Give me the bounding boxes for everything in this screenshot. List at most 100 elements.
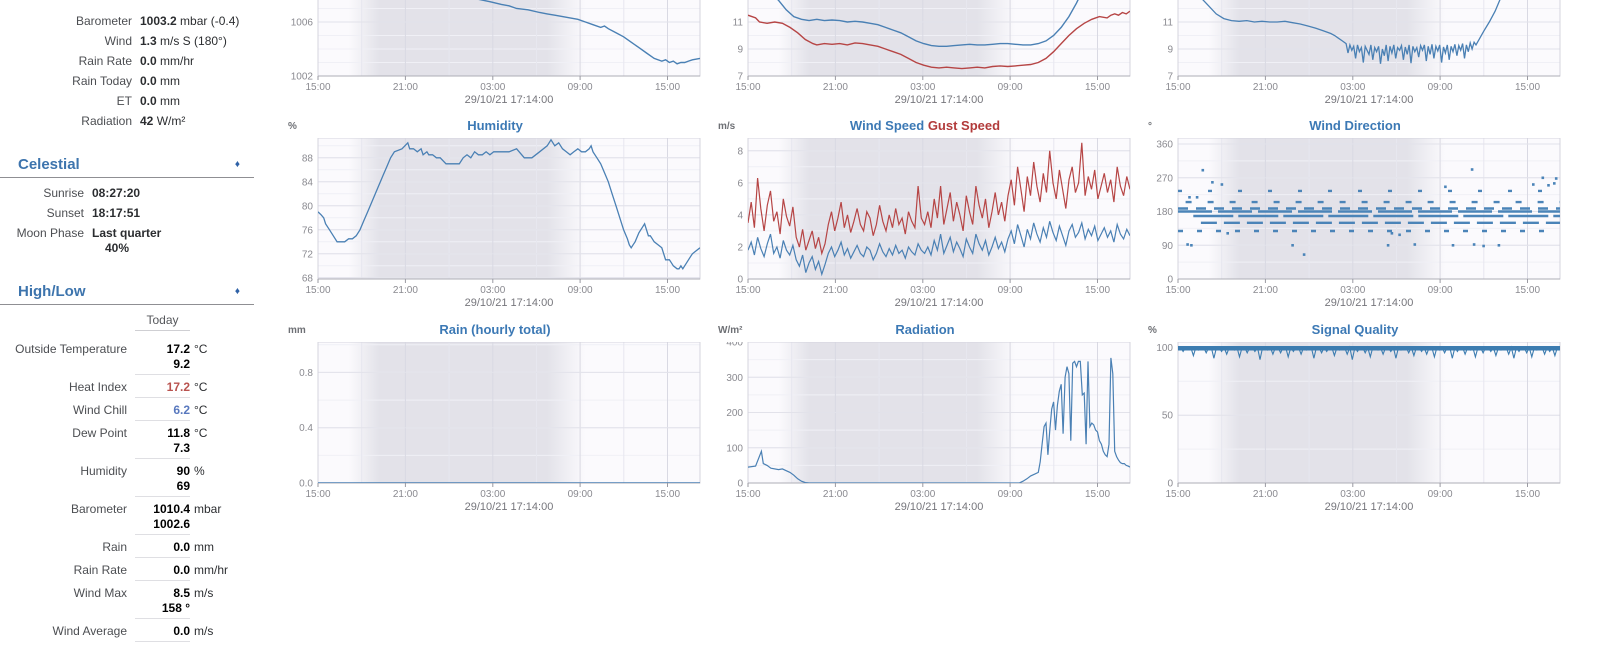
chart-timestamp: 29/10/21 17:14:00: [894, 501, 984, 513]
stat-row: Rain Rate 0.0 mm/hr: [0, 52, 258, 72]
svg-text:03:00: 03:00: [480, 489, 505, 500]
stat-label: Wind Max: [73, 586, 127, 600]
stat-row: Sunrise 08:27:20: [0, 184, 258, 204]
svg-text:03:00: 03:00: [910, 82, 935, 93]
stat-row: Rain Today 0.0 mm: [0, 72, 258, 92]
svg-text:76: 76: [302, 225, 314, 236]
svg-text:11: 11: [733, 18, 744, 29]
stat-row: Sunset 18:17:51: [0, 204, 258, 224]
svg-text:400: 400: [726, 342, 743, 349]
stat-value: 0.0: [135, 563, 190, 581]
chart-unit-label: %: [1148, 325, 1157, 336]
svg-text:84: 84: [302, 177, 314, 188]
chart-header: % Humidity: [282, 114, 708, 138]
stat-unit: m/s: [194, 586, 214, 600]
svg-text:0: 0: [1167, 479, 1173, 490]
svg-text:09:00: 09:00: [1428, 489, 1453, 500]
chart-canvas: 0.80.40.015:00 21:00 03:00 09:00 15:00: [299, 342, 701, 500]
chart-title: Radiation: [895, 322, 955, 337]
stat-value: 0.0 mm: [140, 74, 181, 88]
chart-wind-chill-top: 11 9 7 15:00 21:00 03:00 09:00 15:00 29/10/21 17…: [1142, 0, 1568, 106]
sidebar: Barometer 1003.2 mbar (-0.4) Wind 1.3 m/s S…: [0, 0, 258, 645]
svg-text:21:00: 21:00: [1253, 82, 1278, 93]
svg-text:15:00: 15:00: [1515, 489, 1540, 500]
stat-label: Heat Index: [68, 380, 127, 394]
stat-row: Wind 1.3 m/s S (180°): [0, 32, 258, 52]
svg-text:68: 68: [302, 273, 314, 284]
stat-row: Barometer 1003.2 mbar (-0.4): [0, 12, 258, 32]
stat-row: Rain 0.0 mm: [0, 538, 258, 561]
svg-text:03:00: 03:00: [480, 82, 505, 93]
svg-text:03:00: 03:00: [910, 285, 935, 296]
stat-label: Wind Average: [52, 624, 128, 638]
stat-label: Outside Temperature: [15, 342, 127, 356]
chart-unit-label: W/m²: [718, 325, 743, 336]
svg-text:9: 9: [737, 45, 743, 56]
stat-unit: %: [194, 464, 205, 478]
svg-text:8: 8: [737, 146, 743, 157]
collapse-diamond-icon[interactable]: ♦: [234, 285, 240, 297]
svg-text:15:00: 15:00: [735, 285, 760, 296]
stat-row: Dew Point 11.8 7.3 °C: [0, 424, 258, 462]
svg-text:21:00: 21:00: [1253, 285, 1278, 296]
svg-text:09:00: 09:00: [998, 489, 1023, 500]
chart-title: Signal Quality: [1311, 322, 1399, 337]
stat-value: 18:17:51: [92, 206, 141, 220]
highlow-section-header[interactable]: High/Low ♦: [0, 281, 254, 305]
svg-text:09:00: 09:00: [998, 285, 1023, 296]
stat-label: Wind: [104, 34, 132, 48]
svg-text:90: 90: [1162, 241, 1174, 252]
svg-text:0.8: 0.8: [299, 368, 313, 379]
svg-text:15:00: 15:00: [655, 285, 680, 296]
svg-text:03:00: 03:00: [1340, 82, 1365, 93]
stat-value: 17.2: [135, 380, 190, 398]
chart-timestamp: 29/10/21 17:14:00: [894, 94, 984, 106]
stat-label: Wind Chill: [72, 403, 127, 417]
stat-value: 0.0: [135, 540, 190, 558]
stat-unit: m/s: [194, 624, 214, 638]
stat-label: Sunset: [46, 206, 84, 220]
chart-timestamp: 29/10/21 17:14:00: [464, 501, 554, 513]
svg-text:15:00: 15:00: [1515, 285, 1540, 296]
stat-value: Last quarter 40%: [92, 226, 162, 255]
stat-unit: °C: [194, 342, 208, 356]
stat-value: 17.2 9.2: [135, 342, 190, 375]
chart-timestamp: 29/10/21 17:14:00: [1324, 297, 1414, 309]
stat-label: Barometer: [70, 502, 127, 516]
current-conditions-rows: Barometer 1003.2 mbar (-0.4) Wind 1.3 m/s S…: [0, 6, 258, 132]
chart-temperature-dewpoint: 11 9 7 15:00 21:00 03:00 09:00 15:00 29/10/21 17…: [712, 0, 1138, 106]
stat-row: Wind Max 8.5 158 ° m/s: [0, 584, 258, 622]
svg-text:15:00: 15:00: [1165, 82, 1190, 93]
svg-text:15:00: 15:00: [305, 82, 330, 93]
stat-row: Rain Rate 0.0 mm/hr: [0, 561, 258, 584]
stat-row: Moon Phase Last quarter 40%: [0, 224, 258, 259]
svg-text:15:00: 15:00: [1085, 82, 1110, 93]
collapse-diamond-icon[interactable]: ♦: [234, 158, 240, 170]
chart-wind-direction: ° Wind Direction 360 270 180 90 0 15:00 21:00 03:…: [1142, 114, 1568, 309]
celestial-rows: Sunrise 08:27:20 Sunset 18:17:51 Moon Phase L…: [0, 178, 258, 259]
svg-text:15:00: 15:00: [655, 82, 680, 93]
chart-title: Wind Speed Gust Speed: [849, 118, 1001, 133]
stat-unit: °C: [194, 426, 208, 440]
stat-label: Moon Phase: [16, 226, 84, 240]
weather-dashboard: Barometer 1003.2 mbar (-0.4) Wind 1.3 m/s S…: [0, 0, 1568, 642]
svg-text:09:00: 09:00: [998, 82, 1023, 93]
svg-text:9: 9: [1167, 45, 1173, 56]
stat-value: 42 W/m²: [140, 114, 186, 128]
svg-text:360: 360: [1156, 140, 1173, 151]
stat-unit: mm/hr: [194, 563, 228, 577]
svg-text:15:00: 15:00: [1085, 489, 1110, 500]
stat-label: Rain: [102, 540, 127, 554]
stat-label: Barometer: [75, 14, 132, 28]
svg-text:15:00: 15:00: [305, 489, 330, 500]
svg-text:100: 100: [726, 443, 743, 454]
stat-row: Radiation 42 W/m²: [0, 112, 258, 132]
svg-text:100: 100: [1156, 343, 1173, 354]
svg-text:15:00: 15:00: [1165, 285, 1190, 296]
stat-row: Heat Index 17.2 °C: [0, 378, 258, 401]
celestial-section-header[interactable]: Celestial ♦: [0, 154, 254, 178]
chart-rain-hourly: mm Rain (hourly total) 0.8 0.4 0.0 15:00 21:00…: [282, 318, 708, 513]
